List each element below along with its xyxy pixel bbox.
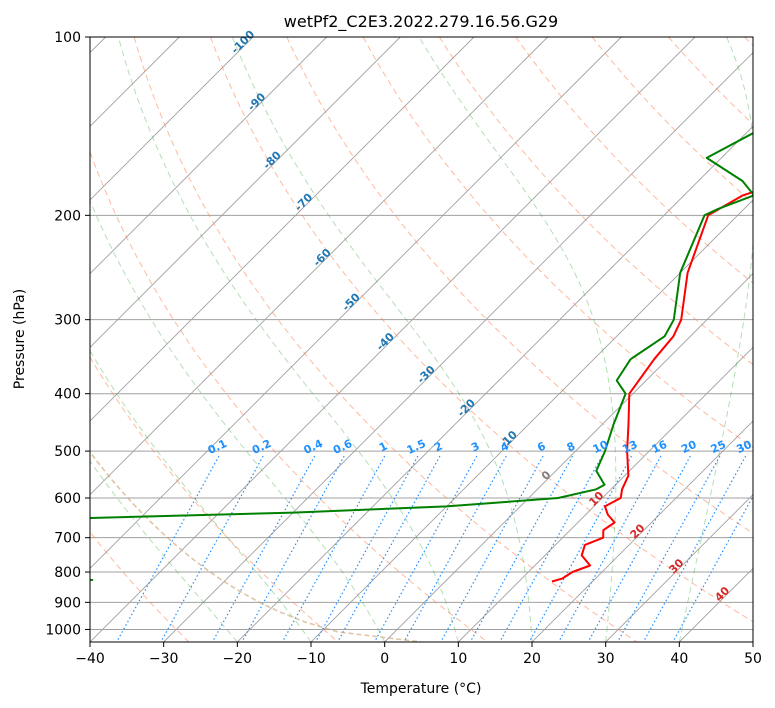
mixing-ratio-line	[469, 455, 574, 642]
isotherm-line	[458, 346, 753, 642]
moist-adiabat	[678, 37, 753, 642]
mixing-ratio-label: 25	[709, 438, 728, 456]
grid-layer	[90, 37, 753, 642]
mixing-ratio-label: 30	[734, 438, 754, 456]
mixing-ratio-label: 16	[650, 438, 670, 456]
dry-adiabat	[90, 356, 339, 642]
mixing-ratio-line	[373, 455, 478, 642]
dry-adiabat	[286, 37, 753, 534]
y-tick-label: 100	[54, 30, 81, 46]
y-tick-label: 400	[54, 387, 81, 403]
temperature-profile	[551, 190, 753, 583]
y-tick-label: 800	[54, 565, 81, 581]
dry-adiabat	[591, 37, 753, 204]
isotherm-line	[90, 37, 401, 348]
x-tick-label: −30	[149, 651, 179, 667]
mixing-ratio-label: 10	[591, 438, 611, 456]
dry-adiabat	[210, 37, 753, 623]
mixing-ratio-line	[116, 455, 220, 642]
moist-adiabat	[90, 199, 386, 642]
mixing-ratio-line	[337, 455, 441, 642]
x-axis-label: Temperature (°C)	[360, 681, 482, 697]
series-layer	[90, 132, 753, 583]
mixing-ratio-label: 20	[679, 438, 699, 456]
moist-adiabat	[231, 37, 533, 642]
y-tick-label: 600	[54, 491, 81, 507]
isotherm-line	[163, 52, 753, 642]
dry-adiabat	[438, 37, 753, 366]
y-tick-label: 900	[54, 595, 81, 611]
chart-title: wetPf2_C2E3.2022.279.16.56.G29	[284, 12, 558, 32]
isotherm-line	[384, 273, 753, 642]
moist-adiabat	[117, 37, 459, 642]
mixing-ratio-line	[587, 455, 691, 642]
isotherm-line	[90, 37, 254, 201]
moist-adiabat	[90, 460, 238, 642]
x-tick-label: 50	[744, 651, 762, 667]
isotherm-line	[605, 494, 753, 642]
mixing-ratio-line	[440, 455, 544, 642]
mixing-ratio-line	[160, 455, 264, 642]
isotherm-line	[90, 37, 696, 642]
mixing-ratio-line	[528, 455, 632, 642]
isotherm-line	[90, 37, 622, 569]
mixing-ratio-line	[281, 455, 386, 642]
isotherm-line	[90, 37, 327, 275]
isotherm-line	[90, 37, 475, 422]
y-tick-label: 1000	[45, 622, 81, 638]
x-tick-label: 0	[380, 651, 389, 667]
y-tick-label: 700	[54, 531, 81, 547]
mixing-ratio-label: 13	[620, 438, 639, 456]
y-axis: 100 200 300 400 500 600 700 800 900 1000	[45, 30, 90, 638]
x-tick-label: 10	[449, 651, 467, 667]
mixing-ratio-line	[403, 455, 507, 642]
y-axis-label: Pressure (hPa)	[12, 289, 28, 389]
y-tick-label: 200	[54, 208, 81, 224]
x-tick-label: −10	[296, 651, 326, 667]
mixing-ratio-line	[642, 455, 747, 642]
isotherm-line	[90, 37, 548, 496]
mixing-ratio-line	[315, 455, 419, 642]
dry-adiabat	[90, 150, 488, 642]
isotherm-line	[531, 420, 753, 642]
mixing-ratio-line	[617, 455, 721, 642]
mixing-ratio-line	[499, 455, 603, 642]
mixing-ratio-line	[241, 455, 345, 642]
dry-adiabat	[133, 37, 638, 642]
plot-frame	[89, 36, 754, 643]
x-tick-label: 40	[670, 651, 688, 667]
dry-adiabat	[362, 37, 753, 449]
dewpoint-profile	[90, 132, 753, 519]
x-axis: −40 −30 −20 −10 0 10 20 30 40 50	[75, 642, 762, 667]
x-tick-label: 20	[523, 651, 541, 667]
mixing-ratio-line	[672, 495, 753, 642]
mixing-ratio-line	[211, 455, 316, 642]
x-tick-label: −20	[223, 651, 253, 667]
y-tick-label: 500	[54, 444, 81, 460]
x-tick-label: −40	[75, 651, 105, 667]
x-tick-label: 30	[597, 651, 615, 667]
y-tick-label: 300	[54, 313, 81, 329]
mixing-ratio-line	[558, 455, 662, 642]
